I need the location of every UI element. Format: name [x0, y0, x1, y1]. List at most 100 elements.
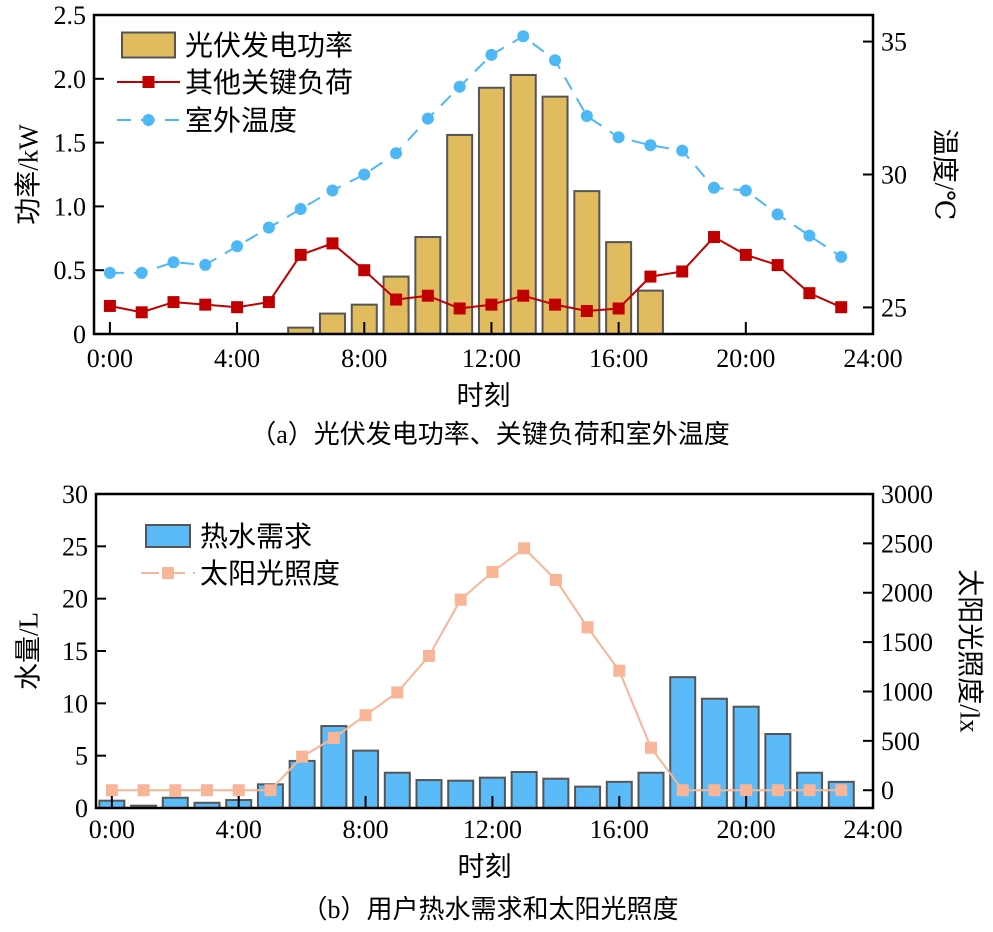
data-point — [485, 48, 498, 61]
data-point — [294, 248, 307, 261]
data-point — [676, 784, 689, 797]
data-point — [644, 139, 657, 152]
data-point — [231, 301, 244, 314]
data-point — [740, 784, 753, 797]
data-point — [327, 731, 340, 744]
data-point — [326, 184, 339, 197]
data-point — [612, 131, 625, 144]
bar — [510, 770, 538, 810]
y-axis-label: 水量/L — [13, 612, 43, 690]
legend-marker — [162, 567, 174, 579]
legend-label: 热水需求 — [200, 521, 312, 553]
y-right-tick-label: 1000 — [881, 677, 933, 706]
data-point — [580, 110, 593, 123]
x-tick-label: 16:00 — [590, 815, 649, 844]
data-point — [103, 299, 116, 312]
data-point — [803, 287, 816, 300]
y-right-tick-label: 0 — [881, 776, 894, 805]
x-tick-label: 12:00 — [463, 815, 522, 844]
data-point — [421, 289, 434, 302]
data-point — [264, 784, 277, 797]
y-tick-label: 2.5 — [54, 1, 87, 30]
y-tick-label: 2.0 — [54, 65, 87, 94]
data-point — [549, 298, 562, 311]
data-point — [803, 229, 816, 242]
data-point — [835, 784, 848, 797]
data-point — [390, 147, 403, 160]
legend-swatch — [121, 31, 176, 59]
data-point — [676, 144, 689, 157]
data-point — [167, 256, 180, 269]
data-point — [708, 784, 721, 797]
data-point — [262, 296, 275, 309]
data-point — [390, 293, 403, 306]
data-point — [326, 237, 339, 250]
data-point — [137, 784, 150, 797]
y-tick-label: 1.5 — [54, 129, 87, 158]
data-point — [359, 709, 372, 722]
y-right-tick-label: 25 — [881, 293, 907, 322]
data-point — [485, 298, 498, 311]
bar — [383, 771, 411, 810]
legend-label: 其他关键负荷 — [185, 67, 353, 99]
bar — [350, 303, 378, 336]
data-point — [771, 208, 784, 221]
data-point — [739, 248, 752, 261]
y-tick-label: 10 — [62, 689, 88, 718]
data-point — [103, 266, 116, 279]
bar — [352, 749, 380, 809]
x-axis-label: 时刻 — [458, 852, 512, 882]
bar — [447, 779, 475, 810]
bar — [288, 759, 316, 810]
bar — [415, 779, 443, 810]
chart-b: 0:00 4:00 8:00 12:00 16:00 20:00 24:00 0 5 10 15 20… — [13, 480, 984, 924]
bar — [574, 785, 602, 810]
bar — [477, 86, 505, 336]
data-point — [423, 649, 435, 662]
data-point — [199, 258, 212, 271]
legend-marker — [142, 114, 155, 126]
x-tick-label: 0:00 — [89, 815, 135, 844]
chart-a: 0:00 4:00 8:00 12:00 16:00 20:00 24:00 0 0.5 1.0 1… — [13, 1, 959, 449]
bar — [636, 289, 664, 335]
data-point — [135, 306, 148, 319]
y-right-axis-label: 太阳光照度/lx — [955, 569, 985, 733]
bar — [541, 95, 569, 335]
data-point — [708, 181, 721, 194]
data-point — [169, 784, 182, 797]
x-tick-label: 24:00 — [843, 815, 902, 844]
y-right-tick-label: 2000 — [881, 579, 933, 608]
legend-label: 室外温度 — [185, 105, 297, 137]
data-point — [232, 784, 245, 797]
data-point — [262, 221, 275, 234]
data-point — [358, 264, 371, 277]
legend-marker — [142, 76, 155, 88]
data-point — [581, 621, 594, 634]
data-point — [517, 30, 530, 43]
bar — [318, 312, 346, 336]
data-point — [167, 296, 180, 309]
x-tick-label: 0:00 — [87, 344, 133, 373]
data-point — [453, 80, 466, 93]
x-tick-label: 4:00 — [214, 344, 260, 373]
bar — [605, 241, 633, 336]
data-point — [708, 231, 721, 244]
data-point — [676, 265, 689, 278]
legend-label: 光伏发电功率 — [185, 30, 353, 62]
data-point — [835, 250, 848, 263]
data-point — [135, 266, 148, 279]
series-line-1 — [109, 235, 842, 314]
y-tick-label: 20 — [62, 585, 88, 614]
data-point — [105, 784, 118, 797]
bar — [414, 236, 442, 335]
y-tick-label: 15 — [62, 637, 88, 666]
bar — [637, 771, 665, 810]
data-point — [199, 298, 212, 311]
x-tick-label: 20:00 — [716, 344, 775, 373]
data-point — [613, 664, 626, 677]
data-point — [454, 593, 467, 606]
data-point — [453, 302, 466, 315]
